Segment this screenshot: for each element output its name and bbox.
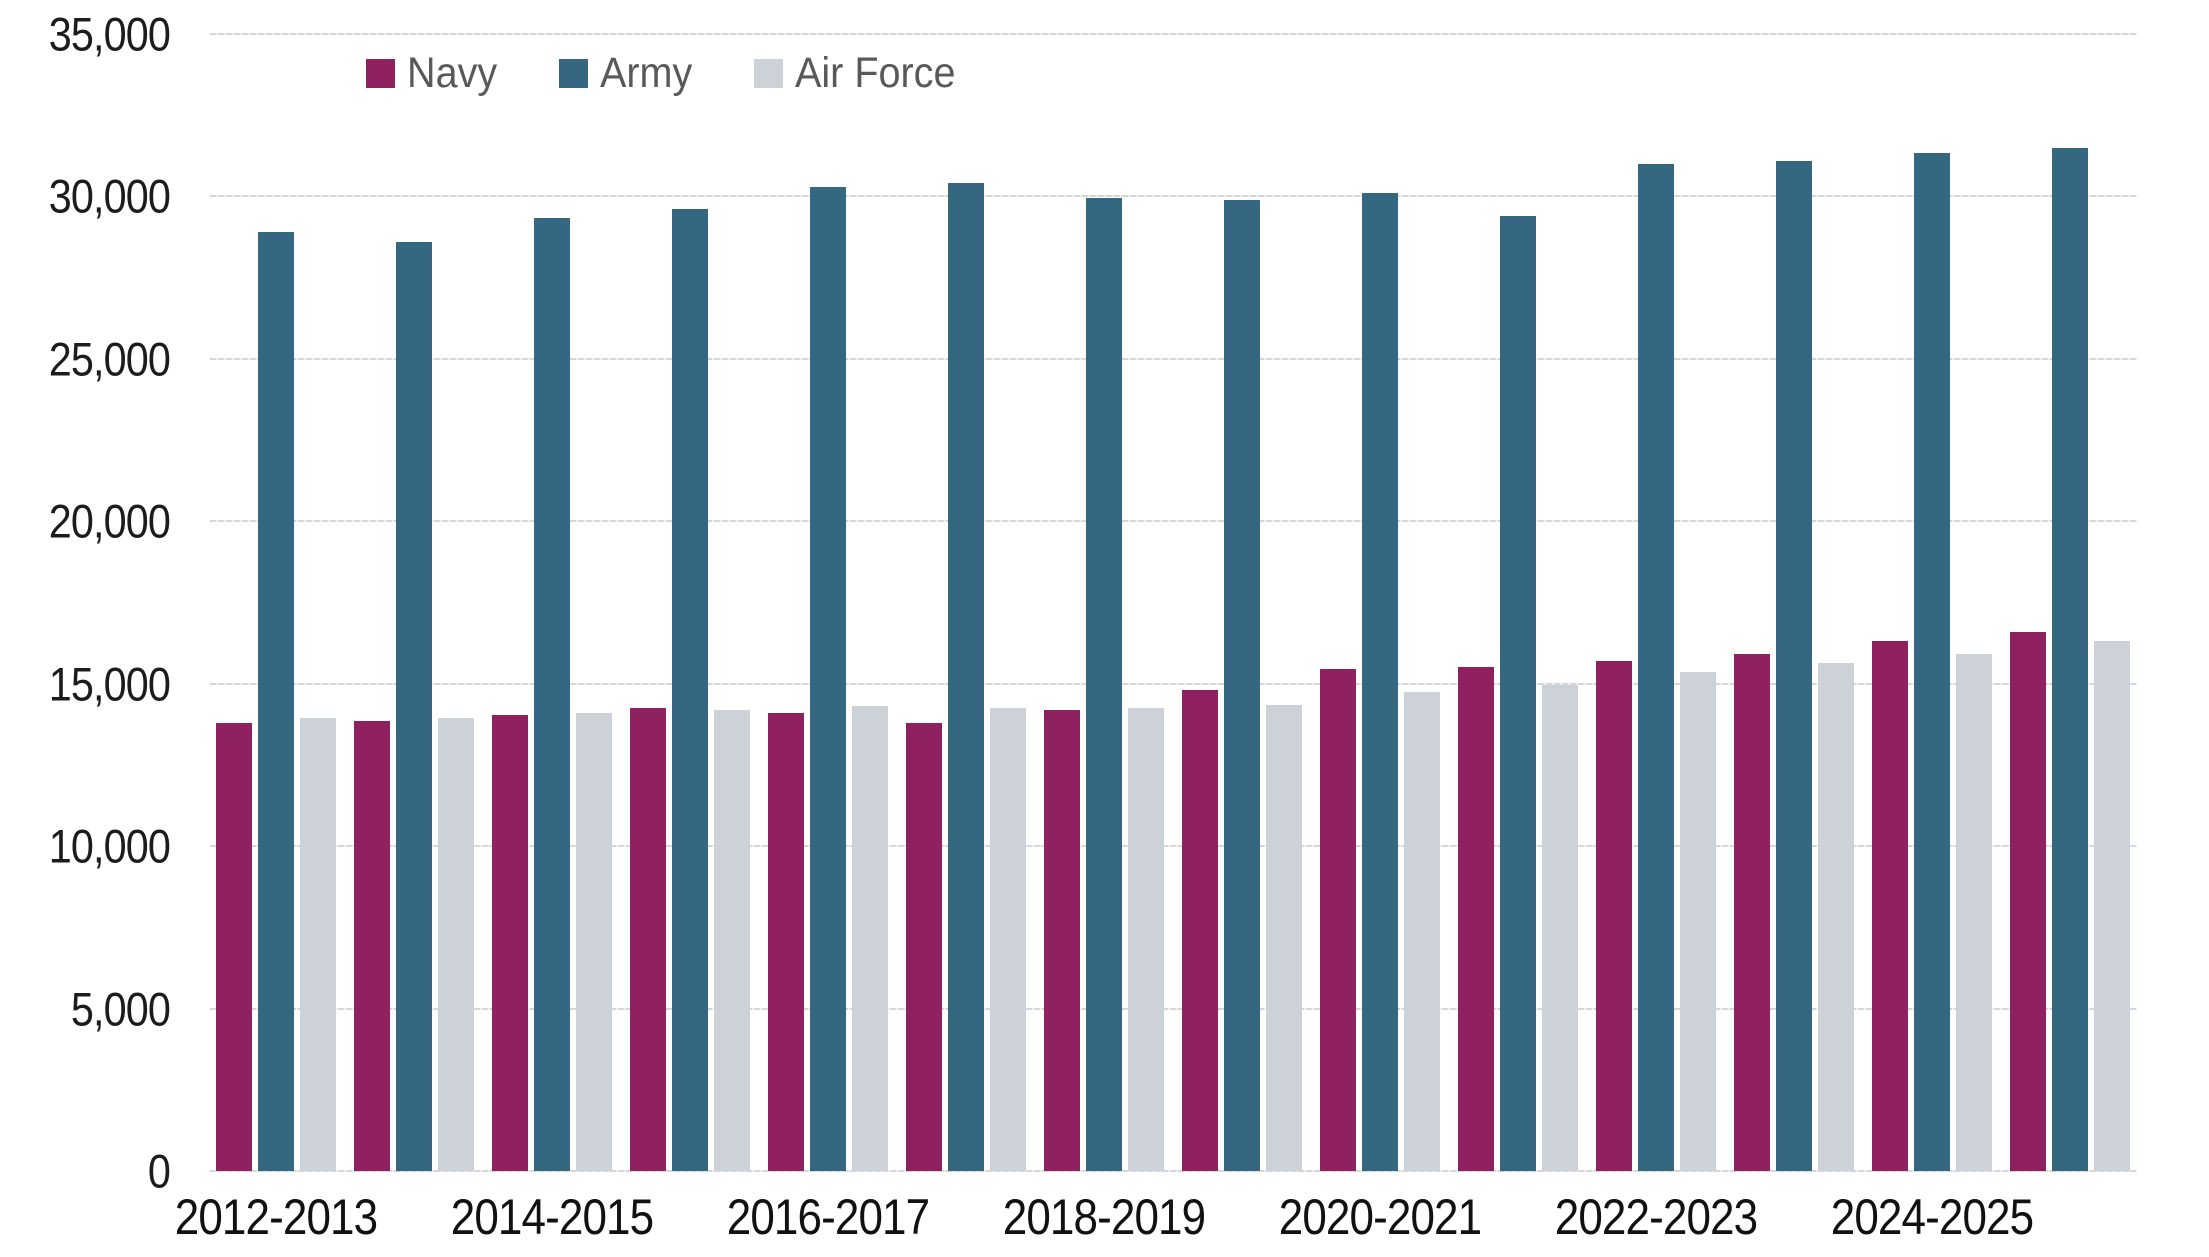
y-axis-tick-label-0: 0	[147, 1144, 171, 1198]
bar-air-force-2023-2024	[1818, 662, 1854, 1171]
legend-label-army: Army	[599, 49, 693, 97]
bar-army-2013-2014	[396, 241, 432, 1171]
bar-army-2014-2015	[534, 217, 570, 1171]
gridline-0	[210, 1170, 2137, 1172]
gridline-5,000	[210, 1007, 2137, 1010]
bar-air-force-2012-2013	[300, 717, 336, 1171]
bar-navy-2012-2013	[216, 722, 252, 1171]
bar-army-2023-2024	[1776, 160, 1812, 1171]
legend-item-navy: Navy	[366, 52, 505, 95]
bar-army-2019-2020	[1224, 199, 1260, 1171]
legend-swatch-navy	[366, 59, 395, 88]
y-axis-tick-label-15,000: 15,000	[48, 657, 171, 711]
bar-air-force-2016-2017	[852, 706, 888, 1171]
bar-air-force-2020-2021	[1404, 691, 1440, 1171]
bar-air-force-2024-2025	[1956, 654, 1992, 1171]
bar-army-2020-2021	[1362, 193, 1398, 1171]
bar-navy-2023-2024	[1734, 654, 1770, 1171]
legend-label-navy: Navy	[407, 49, 498, 97]
x-axis-label-2016-2017: 2016-2017	[726, 1189, 930, 1245]
y-axis-tick-label-10,000: 10,000	[48, 819, 171, 873]
bar-navy-2022-2023	[1596, 660, 1632, 1171]
bar-air-force-2025-2026	[2094, 641, 2130, 1171]
bar-air-force-2018-2019	[1128, 708, 1164, 1171]
bar-army-2021-2022	[1500, 215, 1536, 1171]
legend-swatch-air-force	[754, 59, 784, 88]
bar-army-2022-2023	[1638, 163, 1674, 1171]
chart-legend: Navy Army Air Force	[366, 52, 970, 95]
x-axis-label-2014-2015: 2014-2015	[450, 1189, 654, 1245]
bar-air-force-2022-2023	[1680, 672, 1716, 1171]
bar-army-2016-2017	[810, 186, 846, 1171]
legend-item-army: Army	[558, 49, 700, 97]
bar-army-2024-2025	[1914, 152, 1950, 1171]
y-axis-tick-label-30,000: 30,000	[48, 169, 171, 223]
bar-navy-2015-2016	[630, 708, 666, 1171]
bar-navy-2016-2017	[768, 712, 804, 1171]
bar-army-2017-2018	[948, 183, 984, 1171]
bar-navy-2013-2014	[354, 721, 390, 1171]
bar-navy-2014-2015	[492, 714, 528, 1171]
bar-navy-2019-2020	[1182, 690, 1218, 1171]
legend-label-air-force: Air Force	[795, 49, 956, 97]
x-axis-label-2024-2025: 2024-2025	[1830, 1189, 2034, 1245]
bar-air-force-2015-2016	[714, 709, 750, 1171]
bar-navy-2020-2021	[1320, 669, 1356, 1171]
bar-army-2015-2016	[672, 209, 708, 1171]
bar-navy-2025-2026	[2010, 631, 2046, 1171]
bar-army-2012-2013	[258, 232, 294, 1171]
bar-army-2025-2026	[2052, 147, 2088, 1171]
bar-air-force-2021-2022	[1542, 685, 1578, 1171]
bar-air-force-2017-2018	[990, 708, 1026, 1171]
y-axis-tick-label-20,000: 20,000	[48, 494, 171, 548]
legend-item-air-force: Air Force	[754, 52, 969, 95]
bar-air-force-2013-2014	[438, 717, 474, 1171]
x-axis-label-2018-2019: 2018-2019	[1002, 1189, 1206, 1245]
y-axis-tick-label-5,000: 5,000	[70, 982, 171, 1036]
gridline-15,000	[210, 682, 2137, 685]
gridline-35,000	[210, 33, 2137, 35]
bar-army-2018-2019	[1086, 198, 1122, 1171]
bar-navy-2021-2022	[1458, 667, 1494, 1171]
gridline-30,000	[210, 195, 2137, 198]
gridline-25,000	[210, 357, 2137, 360]
x-axis-label-2012-2013: 2012-2013	[174, 1189, 378, 1245]
gridline-10,000	[210, 845, 2137, 848]
bar-navy-2024-2025	[1872, 641, 1908, 1171]
legend-swatch-army	[558, 59, 588, 88]
x-axis-label-2020-2021: 2020-2021	[1278, 1189, 1482, 1245]
bar-air-force-2014-2015	[576, 712, 612, 1171]
bar-navy-2018-2019	[1044, 709, 1080, 1171]
y-axis-tick-label-25,000: 25,000	[48, 332, 171, 386]
x-axis-label-2022-2023: 2022-2023	[1554, 1189, 1758, 1245]
y-axis-tick-label-35,000: 35,000	[48, 7, 171, 61]
bar-navy-2017-2018	[906, 722, 942, 1171]
bar-air-force-2019-2020	[1266, 704, 1302, 1171]
gridline-20,000	[210, 520, 2137, 523]
